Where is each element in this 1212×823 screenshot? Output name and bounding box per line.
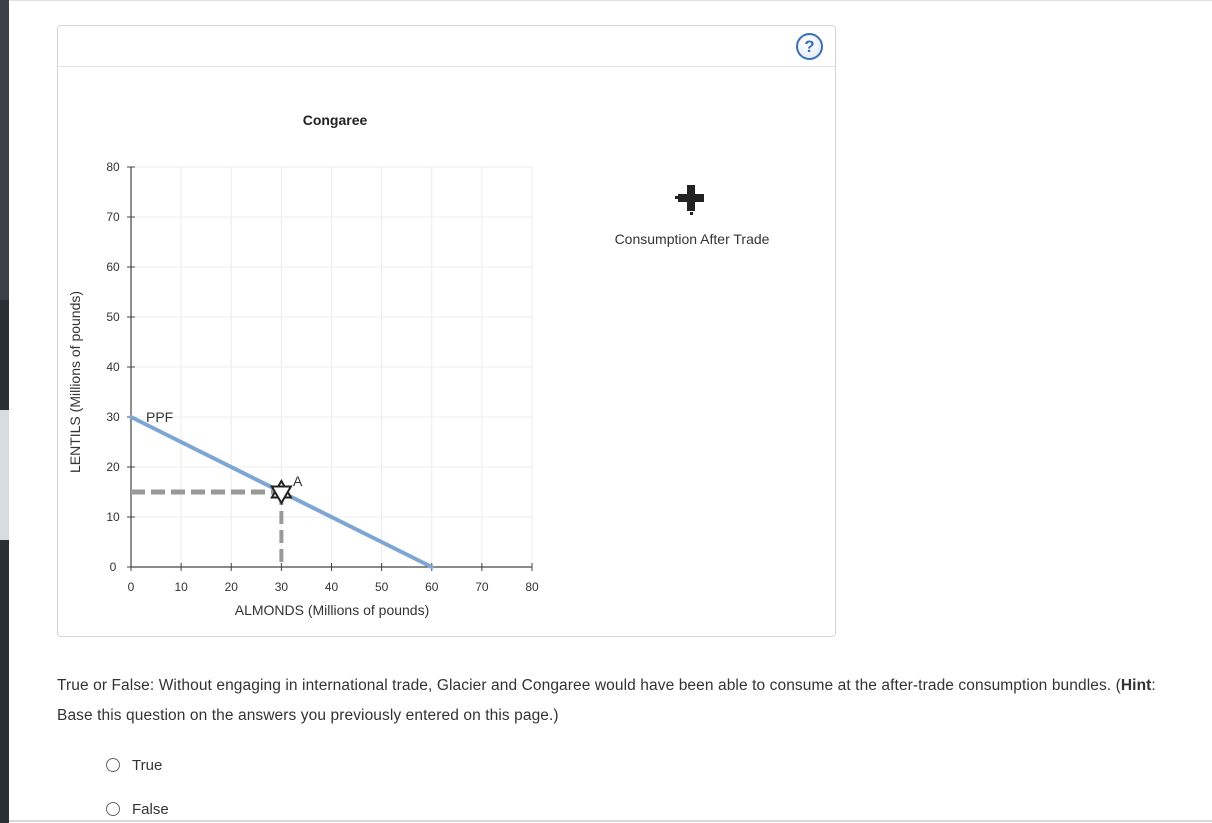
y-tick-labels: 0 10 20 30 40 50 60 70 80 — [106, 160, 120, 574]
top-clipped-text-line — [9, 0, 1212, 3]
help-button[interactable]: ? — [796, 33, 823, 60]
y-axis-label: LENTILS (Millions of pounds) — [67, 291, 83, 473]
x-tick-label: 30 — [275, 580, 289, 594]
x-tick-label: 40 — [325, 580, 339, 594]
chart-title: Congaree — [303, 112, 368, 128]
option-true-label: True — [132, 756, 163, 774]
grid — [131, 166, 533, 567]
x-axis-label: ALMONDS (Millions of pounds) — [235, 602, 430, 618]
y-tick-label: 40 — [106, 360, 120, 374]
left-rail — [0, 0, 9, 823]
point-a-label: A — [293, 473, 303, 489]
y-tick-label: 80 — [106, 160, 120, 174]
ppf-curve-label: PPF — [146, 409, 173, 425]
question-part-2: : Base this question on the answers you … — [57, 677, 1156, 724]
x-tick-label: 70 — [475, 580, 489, 594]
y-tick-label: 20 — [106, 460, 120, 474]
x-tick-label: 20 — [225, 580, 239, 594]
x-tick-label: 10 — [174, 580, 188, 594]
rail-segment — [0, 0, 9, 300]
star-triangle-down — [270, 485, 293, 505]
plus-icon[interactable] — [675, 185, 704, 215]
y-tick-label: 30 — [106, 410, 120, 424]
axes — [127, 166, 533, 571]
question-part-1: True or False: Without engaging in inter… — [57, 677, 1121, 694]
hint-label: Hint — [1120, 677, 1152, 694]
point-a-marker — [270, 479, 293, 505]
radio-true[interactable] — [106, 758, 120, 772]
rail-segment — [0, 410, 9, 540]
legend-label: Consumption After Trade — [615, 231, 770, 247]
panel-header: ? — [58, 26, 835, 67]
y-tick-label: 50 — [106, 310, 120, 324]
y-tick-label: 0 — [110, 560, 117, 574]
y-tick-label: 10 — [106, 510, 120, 524]
radio-false[interactable] — [106, 802, 120, 816]
bottom-divider — [9, 820, 1212, 822]
option-false[interactable]: False — [106, 798, 169, 820]
x-tick-label: 50 — [375, 580, 389, 594]
x-tick-labels: 0 10 20 30 40 50 60 70 80 — [128, 580, 539, 594]
dashed-guides — [131, 489, 284, 567]
option-false-label: False — [132, 800, 169, 818]
y-tick-label: 70 — [106, 210, 120, 224]
x-tick-label: 0 — [128, 580, 135, 594]
ppf-graph: 0 10 20 30 40 50 60 70 80 0 10 20 30 40 50 60 70 80 Cong… — [67, 112, 770, 618]
option-true[interactable]: True — [106, 754, 162, 776]
question-text: True or False: Without engaging in inter… — [57, 671, 1157, 731]
graph-panel: ? 0 10 20 30 40 50 60 70 80 0 10 20 30 40 50 60 70 80 Co… — [57, 25, 836, 637]
x-tick-label: 80 — [525, 580, 539, 594]
help-icon: ? — [804, 36, 815, 56]
y-tick-label: 60 — [106, 260, 120, 274]
x-tick-label: 60 — [425, 580, 439, 594]
series-layer — [129, 415, 434, 569]
